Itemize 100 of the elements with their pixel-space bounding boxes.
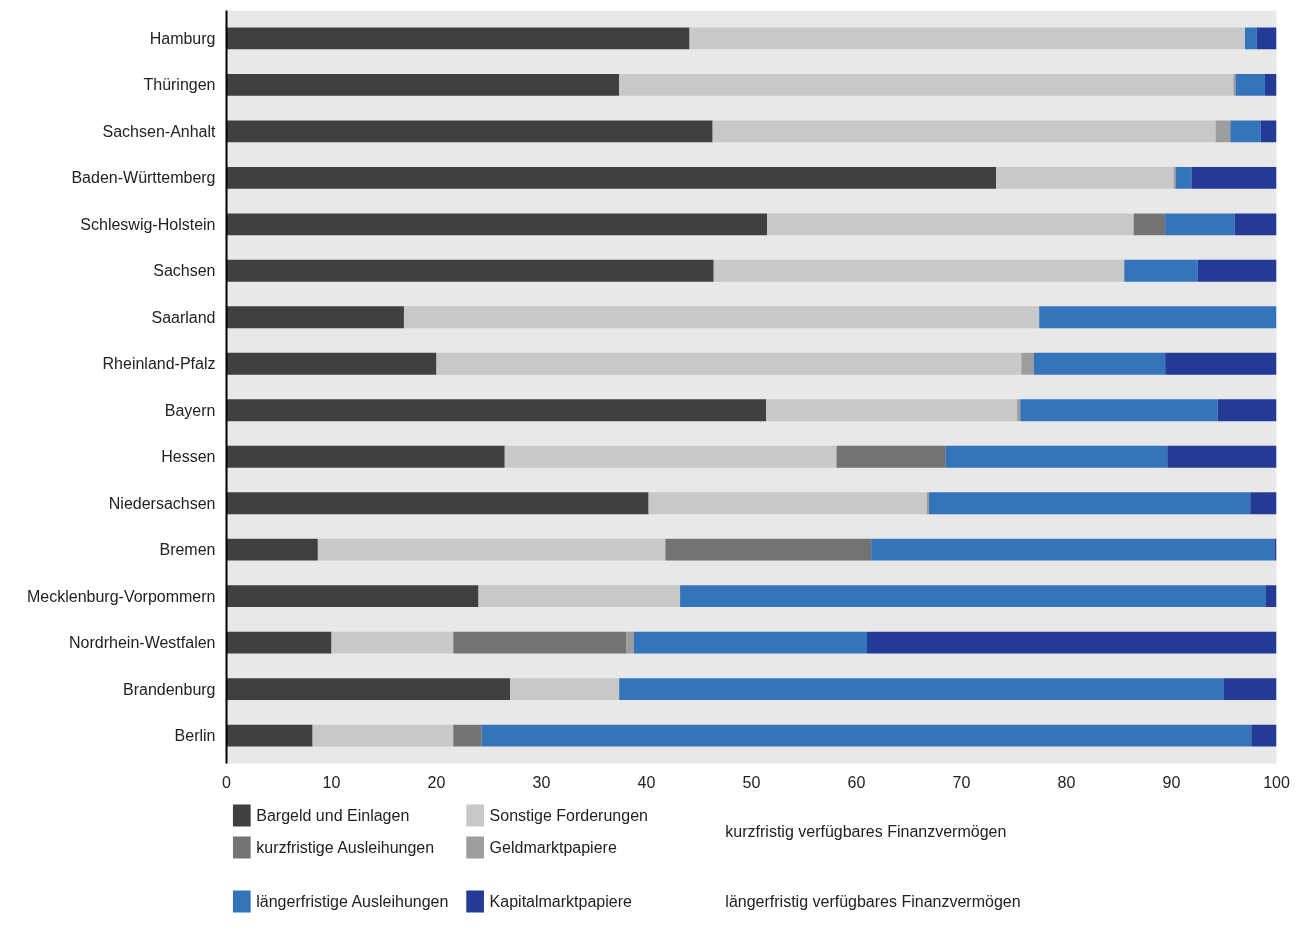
bar — [312, 724, 454, 747]
bar — [226, 724, 313, 747]
bar — [1173, 166, 1176, 189]
bar — [1167, 445, 1277, 468]
bar — [403, 306, 1040, 329]
bar — [226, 445, 505, 468]
y-tick-label: Schleswig-Holstein — [80, 215, 216, 233]
legend-label: Sonstige Forderungen — [489, 807, 648, 824]
bar — [478, 585, 681, 608]
y-tick-label: Hessen — [161, 448, 216, 466]
y-tick-label: Mecklenburg-Vorpommern — [26, 587, 216, 605]
bar — [226, 585, 479, 608]
bar — [453, 724, 482, 747]
text: kurzfristig verfügbares Finanzvermögen — [725, 823, 1007, 840]
x-tick-label: 70 — [952, 773, 971, 791]
y-tick-label: Baden-Württemberg — [71, 169, 216, 187]
bar — [1020, 399, 1218, 422]
bar — [504, 445, 837, 468]
bar — [436, 352, 1022, 375]
bar — [1250, 492, 1277, 515]
bar — [226, 213, 768, 236]
bar — [1215, 120, 1231, 143]
x-tick-label: 40 — [637, 773, 656, 791]
bar — [928, 492, 1251, 515]
legend-label: Geldmarktpapiere — [489, 839, 617, 856]
bar — [1251, 724, 1277, 747]
bar — [1197, 259, 1277, 282]
bar — [226, 678, 510, 701]
y-tick-label: Rheinland-Pfalz — [102, 355, 216, 373]
bar — [766, 399, 1018, 422]
y-tick-label: Thüringen — [143, 76, 216, 94]
bar — [633, 631, 867, 654]
bar — [680, 585, 1266, 608]
bar — [1191, 166, 1277, 189]
bar — [1245, 27, 1257, 50]
bar — [1033, 352, 1166, 375]
bar — [226, 259, 714, 282]
x-tick-label: 30 — [532, 773, 551, 791]
bar — [619, 73, 1234, 96]
bar — [226, 306, 404, 329]
bar — [713, 259, 1125, 282]
y-tick-label: Niedersachsen — [108, 494, 216, 512]
bar — [226, 538, 318, 561]
y-tick-label: Nordrhein-Westfalen — [69, 634, 216, 652]
legend-label: Kapitalmarktpapiere — [489, 893, 632, 910]
bar — [1217, 399, 1277, 422]
x-tick-label: 80 — [1057, 773, 1076, 791]
bar — [1274, 538, 1277, 561]
x-tick-label: 60 — [847, 773, 866, 791]
x-tick-label: 50 — [742, 773, 761, 791]
legend-label: Bargeld und Einlagen — [256, 807, 410, 824]
bar — [1224, 678, 1277, 701]
bar — [226, 631, 332, 654]
bar — [1133, 213, 1166, 236]
y-tick-label: Berlin — [174, 727, 216, 745]
bar — [665, 538, 872, 561]
bar — [1266, 585, 1277, 608]
bar — [996, 166, 1174, 189]
text: längerfristig verfügbares Finanzvermögen — [725, 893, 1021, 910]
y-tick-label: Bayern — [164, 401, 216, 419]
bar — [648, 492, 927, 515]
bar — [226, 73, 620, 96]
bar — [1165, 352, 1277, 375]
bar — [836, 445, 946, 468]
bar — [945, 445, 1168, 468]
legend-label: kurzfristige Ausleihungen — [256, 839, 435, 856]
bar — [226, 27, 690, 50]
bar — [712, 120, 1216, 143]
bar — [226, 352, 437, 375]
bar — [510, 678, 620, 701]
bar — [871, 538, 1275, 561]
bar — [1175, 166, 1192, 189]
bar — [1235, 73, 1265, 96]
x-tick-label: 0 — [222, 773, 232, 791]
bar — [619, 678, 1224, 701]
y-tick-label: Bremen — [159, 541, 216, 559]
bar — [331, 631, 454, 654]
bar — [226, 399, 767, 422]
x-tick-label: 100 — [1263, 773, 1290, 791]
bar — [867, 631, 1277, 654]
bar — [1264, 73, 1277, 96]
bar — [926, 492, 929, 515]
bar — [1017, 399, 1021, 422]
bar — [226, 166, 997, 189]
bar — [481, 724, 1252, 747]
bar — [317, 538, 666, 561]
y-tick-label: Sachsen-Anhalt — [102, 122, 217, 140]
legend-label: längerfristige Ausleihungen — [256, 893, 449, 910]
bar — [1233, 73, 1236, 96]
y-tick-label: Saarland — [151, 308, 216, 326]
x-tick-label: 90 — [1162, 773, 1181, 791]
bar — [1165, 213, 1235, 236]
y-tick-label: Hamburg — [149, 29, 216, 47]
y-tick-label: Brandenburg — [122, 680, 216, 698]
bar — [1260, 120, 1277, 143]
bar — [453, 631, 627, 654]
bar — [1234, 213, 1277, 236]
bar — [689, 27, 1245, 50]
bar — [1230, 120, 1261, 143]
bar — [1021, 352, 1034, 375]
